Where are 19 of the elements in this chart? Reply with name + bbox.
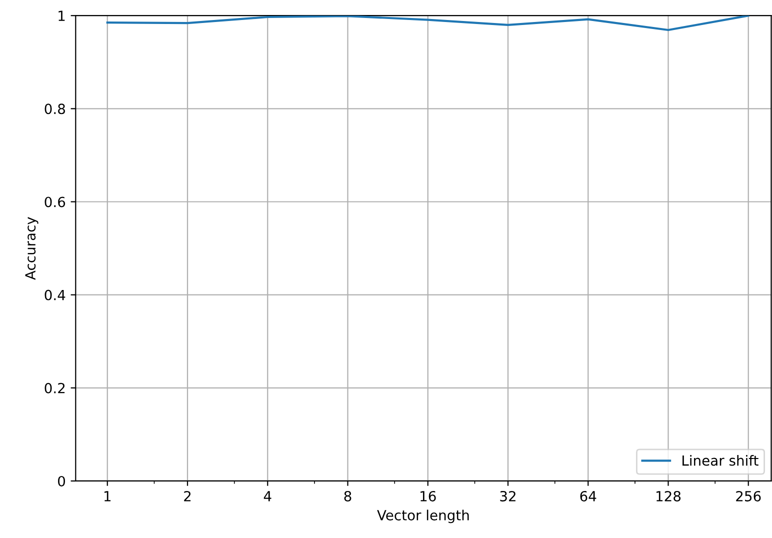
y-tick-label: 0.8	[44, 104, 65, 114]
y-tick-label: 0.4	[44, 290, 66, 300]
y-tick-label: 0.2	[44, 382, 65, 394]
y-tick-label: 0	[58, 476, 66, 486]
x-tick-label: 256	[736, 490, 761, 502]
x-tick-label: 32	[500, 490, 516, 502]
x-tick-label: 64	[580, 490, 596, 502]
x-tick-label: 128	[656, 490, 681, 502]
line-series	[106, 16, 750, 32]
x-tick-label: 1	[104, 491, 111, 502]
y-tick-label: 0.6	[44, 196, 66, 208]
x-tick-label: 16	[420, 490, 436, 502]
y-tick-label: 1	[58, 10, 65, 21]
x-axis-title: Vector length	[377, 510, 469, 524]
x-tick-label: 4	[264, 491, 272, 502]
legend-label: Linear shift	[682, 455, 758, 466]
x-tick-label: 8	[344, 490, 352, 502]
x-tick-label: 2	[184, 490, 191, 502]
y-axis-title: Accuracy	[25, 216, 38, 280]
